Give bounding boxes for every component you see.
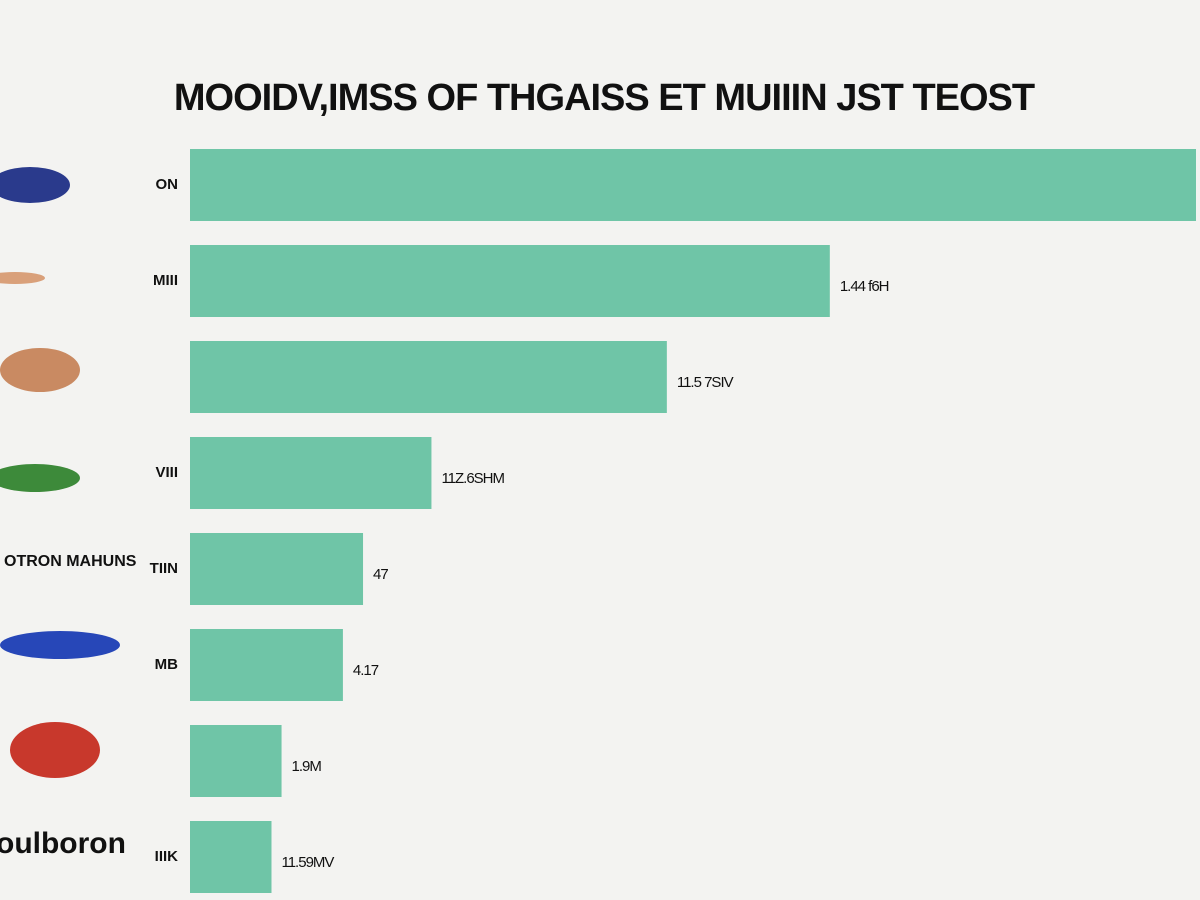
value-label: 4.17 (353, 662, 379, 679)
bar (190, 437, 432, 509)
figure (0, 464, 80, 492)
value-label: 11.5 7SIV (677, 374, 734, 391)
annotation: OTRON MAHUNS (4, 553, 137, 570)
y-tick-label: VIII (155, 464, 178, 481)
y-tick-label: MIII (153, 272, 178, 289)
chart-title: MOOIDV,IMSS OF THGAISS ET MUIIIN JST TEO… (174, 77, 1035, 119)
bar (190, 821, 272, 893)
value-label: 47 (373, 566, 388, 583)
figures (0, 167, 120, 778)
value-label: 1.9M (292, 758, 322, 775)
annotation: oulboron (0, 827, 126, 860)
bar (190, 245, 830, 317)
figure (10, 722, 100, 778)
figure (0, 631, 120, 659)
bar (190, 533, 364, 605)
bar (190, 629, 343, 701)
bar (190, 341, 667, 413)
y-tick-label: ON (156, 176, 179, 193)
figure (0, 272, 45, 284)
value-label: 11.59MV (281, 854, 334, 871)
figure (0, 167, 70, 203)
bar (190, 725, 282, 797)
y-tick-label: TIIN (150, 560, 178, 577)
y-tick-label: IIIK (155, 848, 179, 865)
y-tick-label: MB (155, 656, 178, 673)
value-label: 1.44 f6H (840, 278, 889, 295)
figure (0, 348, 80, 392)
bar (190, 149, 1196, 221)
value-label: 11Z.6SHM (441, 470, 504, 487)
